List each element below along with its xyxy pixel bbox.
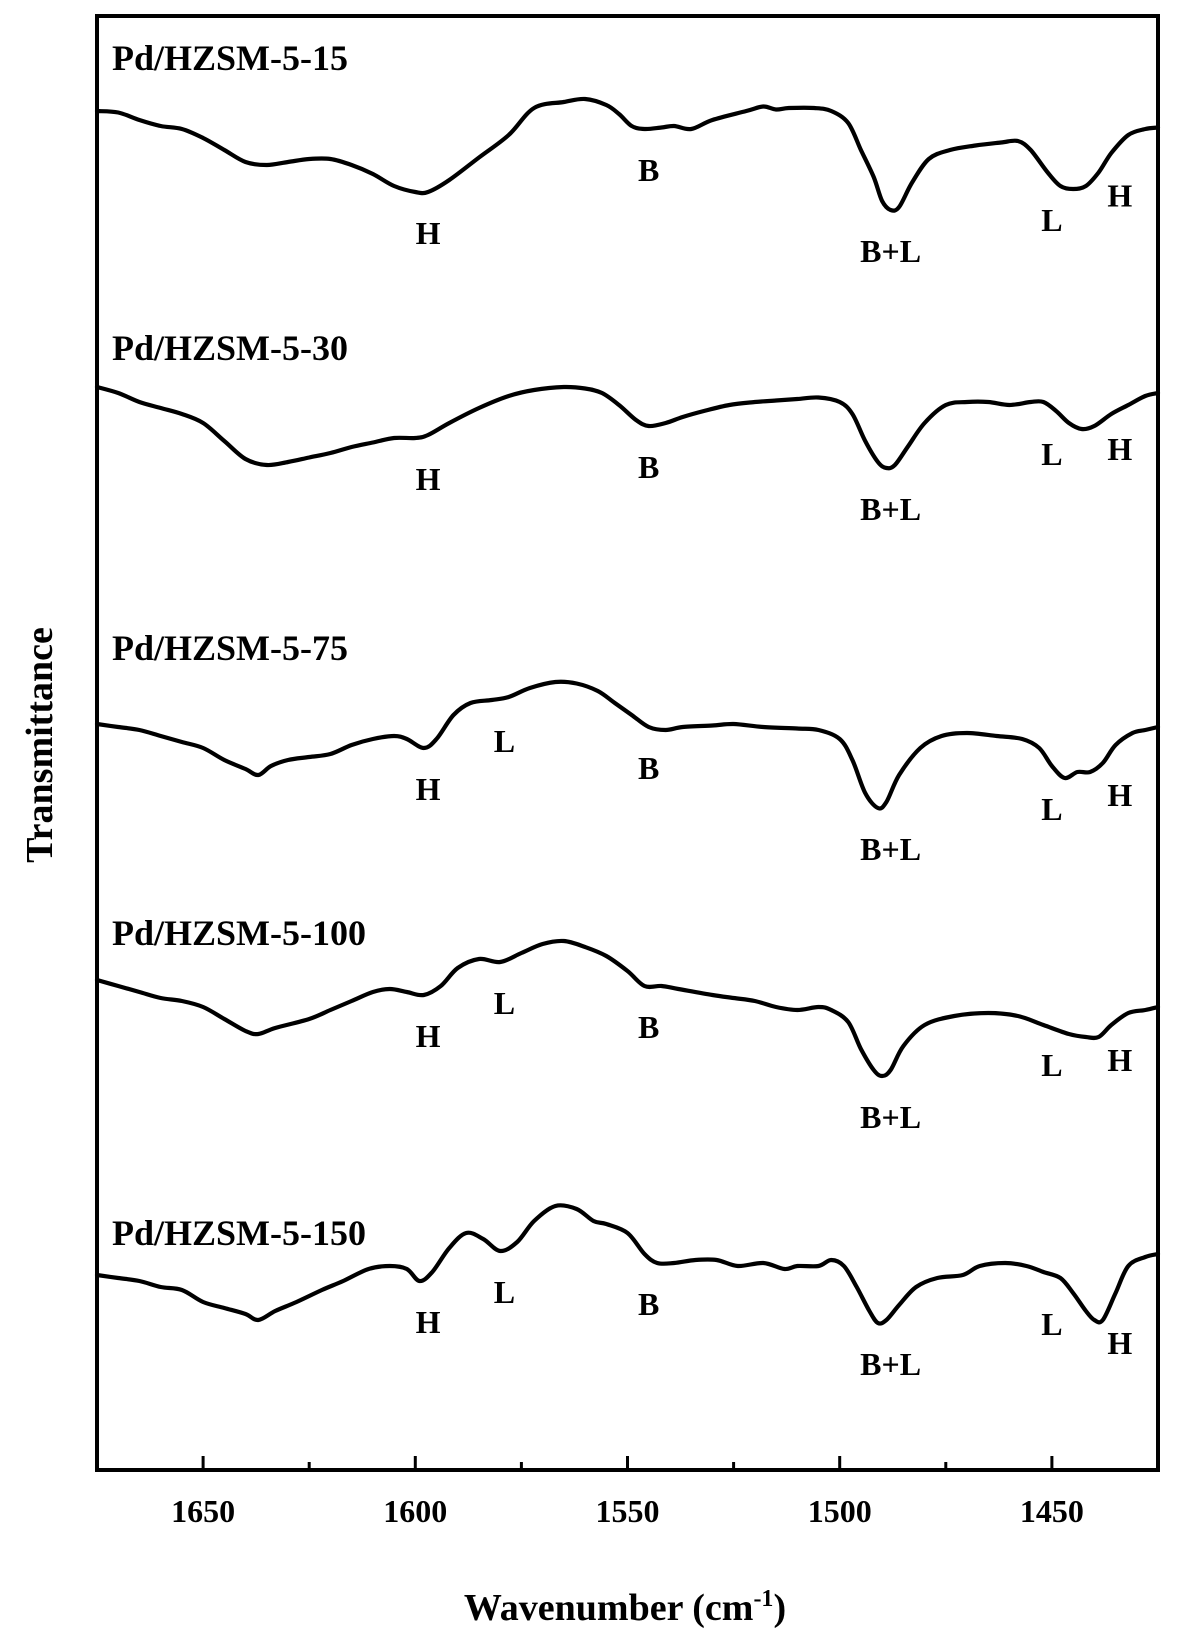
x-axis-label-superscript: -1 bbox=[753, 1586, 773, 1612]
band-label: B+L bbox=[860, 233, 921, 269]
band-label: H bbox=[1107, 178, 1132, 214]
band-label: L bbox=[1041, 1047, 1062, 1083]
band-label: L bbox=[494, 985, 515, 1021]
band-label: B+L bbox=[860, 491, 921, 527]
series-line bbox=[94, 679, 1161, 811]
band-label: L bbox=[494, 1274, 515, 1310]
series-line bbox=[94, 1203, 1161, 1326]
band-label: B bbox=[638, 1286, 659, 1322]
band-label: B bbox=[638, 449, 659, 485]
series-line bbox=[94, 96, 1161, 213]
series-title: Pd/HZSM-5-15 bbox=[112, 38, 348, 78]
x-tick-label: 1650 bbox=[171, 1493, 235, 1529]
band-label: H bbox=[1107, 431, 1132, 467]
band-label: B bbox=[638, 1009, 659, 1045]
series-1: Pd/HZSM-5-15 H B B+L L H bbox=[94, 38, 1161, 269]
band-label: B bbox=[638, 152, 659, 188]
x-tick-label: 1500 bbox=[808, 1493, 872, 1529]
x-axis-label-main: Wavenumber (cm bbox=[464, 1587, 754, 1629]
x-tick-label: 1450 bbox=[1020, 1493, 1084, 1529]
band-label: B+L bbox=[860, 1346, 921, 1382]
series-4: Pd/HZSM-5-100 H L B B+L L H bbox=[94, 913, 1161, 1135]
band-label: B+L bbox=[860, 831, 921, 867]
band-label: L bbox=[1041, 202, 1062, 238]
x-axis-ticks: 1650 1600 1550 1500 1450 bbox=[95, 1456, 1160, 1529]
series-5: Pd/HZSM-5-150 H L B B+L L H bbox=[94, 1203, 1161, 1382]
x-axis-label-close: ) bbox=[773, 1587, 786, 1629]
series-title: Pd/HZSM-5-75 bbox=[112, 628, 348, 668]
band-label: H bbox=[416, 1018, 441, 1054]
band-label: L bbox=[1041, 791, 1062, 827]
series-3: Pd/HZSM-5-75 H L B B+L L H bbox=[94, 628, 1161, 867]
band-label: L bbox=[494, 723, 515, 759]
series-line bbox=[94, 938, 1161, 1079]
series-title: Pd/HZSM-5-150 bbox=[112, 1213, 366, 1253]
series-2: Pd/HZSM-5-30 H B B+L L H bbox=[94, 328, 1161, 527]
band-label: L bbox=[1041, 436, 1062, 472]
y-axis-label: Transmittance bbox=[19, 627, 61, 863]
band-label: H bbox=[416, 461, 441, 497]
series-title: Pd/HZSM-5-30 bbox=[112, 328, 348, 368]
band-label: H bbox=[416, 1304, 441, 1340]
series-title: Pd/HZSM-5-100 bbox=[112, 913, 366, 953]
series-line bbox=[94, 384, 1161, 471]
x-tick-label: 1600 bbox=[383, 1493, 447, 1529]
x-axis-label: Wavenumber (cm-1) bbox=[464, 1586, 786, 1629]
band-label: H bbox=[1107, 1325, 1132, 1361]
band-label: H bbox=[416, 771, 441, 807]
band-label: B+L bbox=[860, 1099, 921, 1135]
band-label: L bbox=[1041, 1306, 1062, 1342]
x-tick-label: 1550 bbox=[596, 1493, 660, 1529]
band-label: H bbox=[1107, 777, 1132, 813]
band-label: B bbox=[638, 750, 659, 786]
band-label: H bbox=[1107, 1042, 1132, 1078]
band-label: H bbox=[416, 215, 441, 251]
